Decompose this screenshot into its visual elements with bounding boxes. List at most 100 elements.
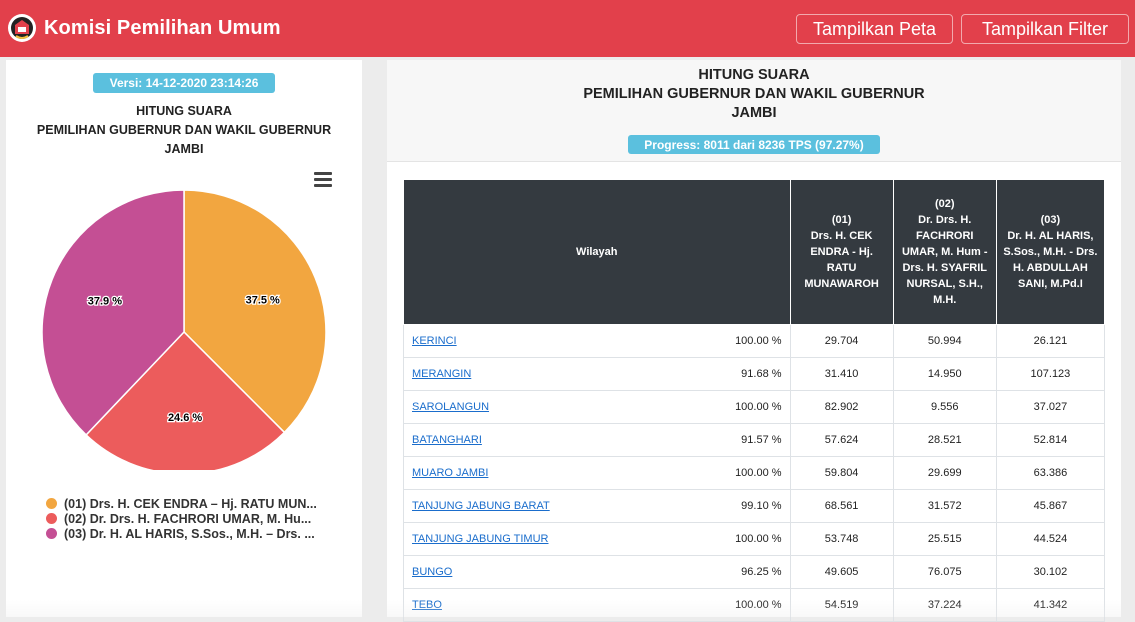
pie-slice-03[interactable]: [41, 189, 185, 436]
chart-panel: Versi: 14-12-2020 23:14:26 HITUNG SUARA …: [6, 60, 362, 617]
version-badge: Versi: 14-12-2020 23:14:26: [93, 73, 275, 93]
progress-badge: Progress: 8011 dari 8236 TPS (97.27%): [628, 135, 880, 154]
cell-votes-03: 37.027: [995, 390, 1106, 424]
cell-votes-01: 49.605: [789, 555, 894, 589]
hamburger-menu-icon[interactable]: [314, 172, 332, 188]
table-header-row: Wilayah (01) Drs. H. CEK ENDRA - Hj. RAT…: [403, 179, 1106, 325]
cell-votes-01: 82.902: [789, 390, 894, 424]
kpu-logo-icon[interactable]: [7, 12, 37, 44]
header-candidate-02-number: (02): [934, 198, 955, 210]
cell-wilayah: SAROLANGUN 100.00 %: [403, 390, 791, 424]
legend-item-01[interactable]: (01) Drs. H. CEK ENDRA – Hj. RATU MUN...: [46, 496, 317, 511]
cell-wilayah: MERANGIN 91.68 %: [403, 357, 791, 391]
table-row: SAROLANGUN 100.00 % 82.902 9.556 37.027: [403, 390, 1106, 424]
cell-votes-02: 14.950: [892, 357, 997, 391]
cell-votes-02: 28.521: [892, 423, 997, 457]
legend-label-02: (02) Dr. Drs. H. FACHRORI UMAR, M. Hu...: [64, 511, 312, 526]
region-progress: 100.00 %: [735, 533, 782, 545]
pie-chart: 37.5 % 24.6 % 37.9 %: [41, 189, 327, 470]
table-row: BATANGHARI 91.57 % 57.624 28.521 52.814: [403, 423, 1106, 457]
cell-votes-01: 29.704: [789, 324, 894, 358]
cell-votes-02: 76.075: [892, 555, 997, 589]
brand-title[interactable]: Komisi Pemilihan Umum: [44, 17, 281, 39]
cell-votes-02: 37.224: [892, 588, 997, 622]
table-row: BUNGO 96.25 % 49.605 76.075 30.102: [403, 555, 1106, 589]
table-row: TANJUNG JABUNG BARAT 99.10 % 68.561 31.572 4…: [403, 489, 1106, 523]
cell-votes-01: 54.519: [789, 588, 894, 622]
legend-dot-01: [46, 498, 57, 509]
region-link[interactable]: TANJUNG JABUNG TIMUR: [412, 533, 549, 545]
legend-label-03: (03) Dr. H. AL HARIS, S.Sos., M.H. – Drs…: [64, 526, 315, 541]
chart-title-line1: HITUNG SUARA: [136, 104, 232, 118]
region-link[interactable]: TEBO: [412, 599, 442, 611]
cell-votes-03: 52.814: [995, 423, 1106, 457]
region-link[interactable]: KERINCI: [412, 335, 457, 347]
region-progress: 100.00 %: [735, 599, 782, 611]
cell-wilayah: BUNGO 96.25 %: [403, 555, 791, 589]
show-map-button[interactable]: Tampilkan Peta: [796, 14, 953, 44]
region-link[interactable]: TANJUNG JABUNG BARAT: [412, 500, 550, 512]
cell-votes-01: 68.561: [789, 489, 894, 523]
pie-label-02: 24.6 %: [168, 412, 202, 424]
show-filter-button[interactable]: Tampilkan Filter: [961, 14, 1129, 44]
cell-votes-01: 59.804: [789, 456, 894, 490]
table-row: MERANGIN 91.68 % 31.410 14.950 107.123: [403, 357, 1106, 391]
legend-dot-03: [46, 528, 57, 539]
legend-item-03[interactable]: (03) Dr. H. AL HARIS, S.Sos., M.H. – Drs…: [46, 526, 317, 541]
table-row: KERINCI 100.00 % 29.704 50.994 26.121: [403, 324, 1106, 358]
cell-votes-02: 31.572: [892, 489, 997, 523]
region-progress: 100.00 %: [735, 335, 782, 347]
header-candidate-02[interactable]: (02) Dr. Drs. H. FACHRORI UMAR, M. Hum -…: [892, 179, 997, 325]
results-title-line1: HITUNG SUARA: [698, 67, 810, 83]
chart-title-line3: JAMBI: [164, 142, 204, 156]
results-panel: HITUNG SUARA PEMILIHAN GUBERNUR DAN WAKI…: [387, 60, 1121, 622]
results-title-line3: JAMBI: [731, 105, 777, 121]
region-link[interactable]: SAROLANGUN: [412, 401, 490, 413]
region-progress: 91.57 %: [741, 434, 782, 446]
cell-votes-01: 57.624: [789, 423, 894, 457]
header-candidate-01-name: Drs. H. CEK ENDRA - Hj. RATU MUNAWAROH: [804, 230, 879, 290]
cell-votes-03: 107.123: [995, 357, 1106, 391]
header-candidate-01[interactable]: (01) Drs. H. CEK ENDRA - Hj. RATU MUNAWA…: [789, 179, 894, 325]
pie-slice-01[interactable]: [183, 189, 327, 434]
region-link[interactable]: BATANGHARI: [412, 434, 482, 446]
chart-title: HITUNG SUARA PEMILIHAN GUBERNUR DAN WAKI…: [6, 102, 362, 159]
table-row: TEBO 100.00 % 54.519 37.224 41.342: [403, 588, 1106, 622]
region-progress: 100.00 %: [735, 401, 782, 413]
results-title: HITUNG SUARA PEMILIHAN GUBERNUR DAN WAKI…: [387, 66, 1121, 123]
chart-title-line2: PEMILIHAN GUBERNUR DAN WAKIL GUBERNUR: [36, 123, 332, 137]
cell-votes-02: 25.515: [892, 522, 997, 556]
region-progress: 99.10 %: [741, 500, 782, 512]
header-candidate-02-name: Dr. Drs. H. FACHRORI UMAR, M. Hum - Drs.…: [901, 214, 988, 306]
cell-wilayah: TANJUNG JABUNG TIMUR 100.00 %: [403, 522, 791, 556]
header-candidate-03-number: (03): [1040, 214, 1061, 226]
region-progress: 100.00 %: [735, 467, 782, 479]
region-link[interactable]: MERANGIN: [412, 368, 472, 380]
cell-votes-03: 41.342: [995, 588, 1106, 622]
results-header: HITUNG SUARA PEMILIHAN GUBERNUR DAN WAKI…: [387, 60, 1121, 162]
pie-label-01: 37.5 %: [246, 294, 280, 306]
cell-wilayah: MUARO JAMBI 100.00 %: [403, 456, 791, 490]
cell-wilayah: BATANGHARI 91.57 %: [403, 423, 791, 457]
cell-votes-03: 63.386: [995, 456, 1106, 490]
cell-votes-03: 30.102: [995, 555, 1106, 589]
legend-label-01: (01) Drs. H. CEK ENDRA – Hj. RATU MUN...: [64, 496, 317, 511]
cell-votes-03: 26.121: [995, 324, 1106, 358]
header-candidate-01-number: (01): [831, 214, 852, 226]
results-table: Wilayah (01) Drs. H. CEK ENDRA - Hj. RAT…: [403, 179, 1106, 622]
cell-votes-02: 50.994: [892, 324, 997, 358]
cell-wilayah: TANJUNG JABUNG BARAT 99.10 %: [403, 489, 791, 523]
header-candidate-03[interactable]: (03) Dr. H. AL HARIS, S.Sos., M.H. - Drs…: [995, 179, 1106, 325]
header-wilayah[interactable]: Wilayah: [403, 179, 791, 325]
header-candidate-03-name: Dr. H. AL HARIS, S.Sos., M.H. - Drs. H. …: [1003, 230, 1098, 290]
legend-item-02[interactable]: (02) Dr. Drs. H. FACHRORI UMAR, M. Hu...: [46, 511, 317, 526]
cell-votes-02: 9.556: [892, 390, 997, 424]
pie-slice-02[interactable]: [85, 330, 286, 470]
results-title-line2: PEMILIHAN GUBERNUR DAN WAKIL GUBERNUR: [583, 86, 925, 102]
cell-votes-02: 29.699: [892, 456, 997, 490]
table-row: MUARO JAMBI 100.00 % 59.804 29.699 63.386: [403, 456, 1106, 490]
region-progress: 91.68 %: [741, 368, 782, 380]
region-link[interactable]: MUARO JAMBI: [412, 467, 489, 479]
region-link[interactable]: BUNGO: [412, 566, 453, 578]
cell-votes-01: 31.410: [789, 357, 894, 391]
